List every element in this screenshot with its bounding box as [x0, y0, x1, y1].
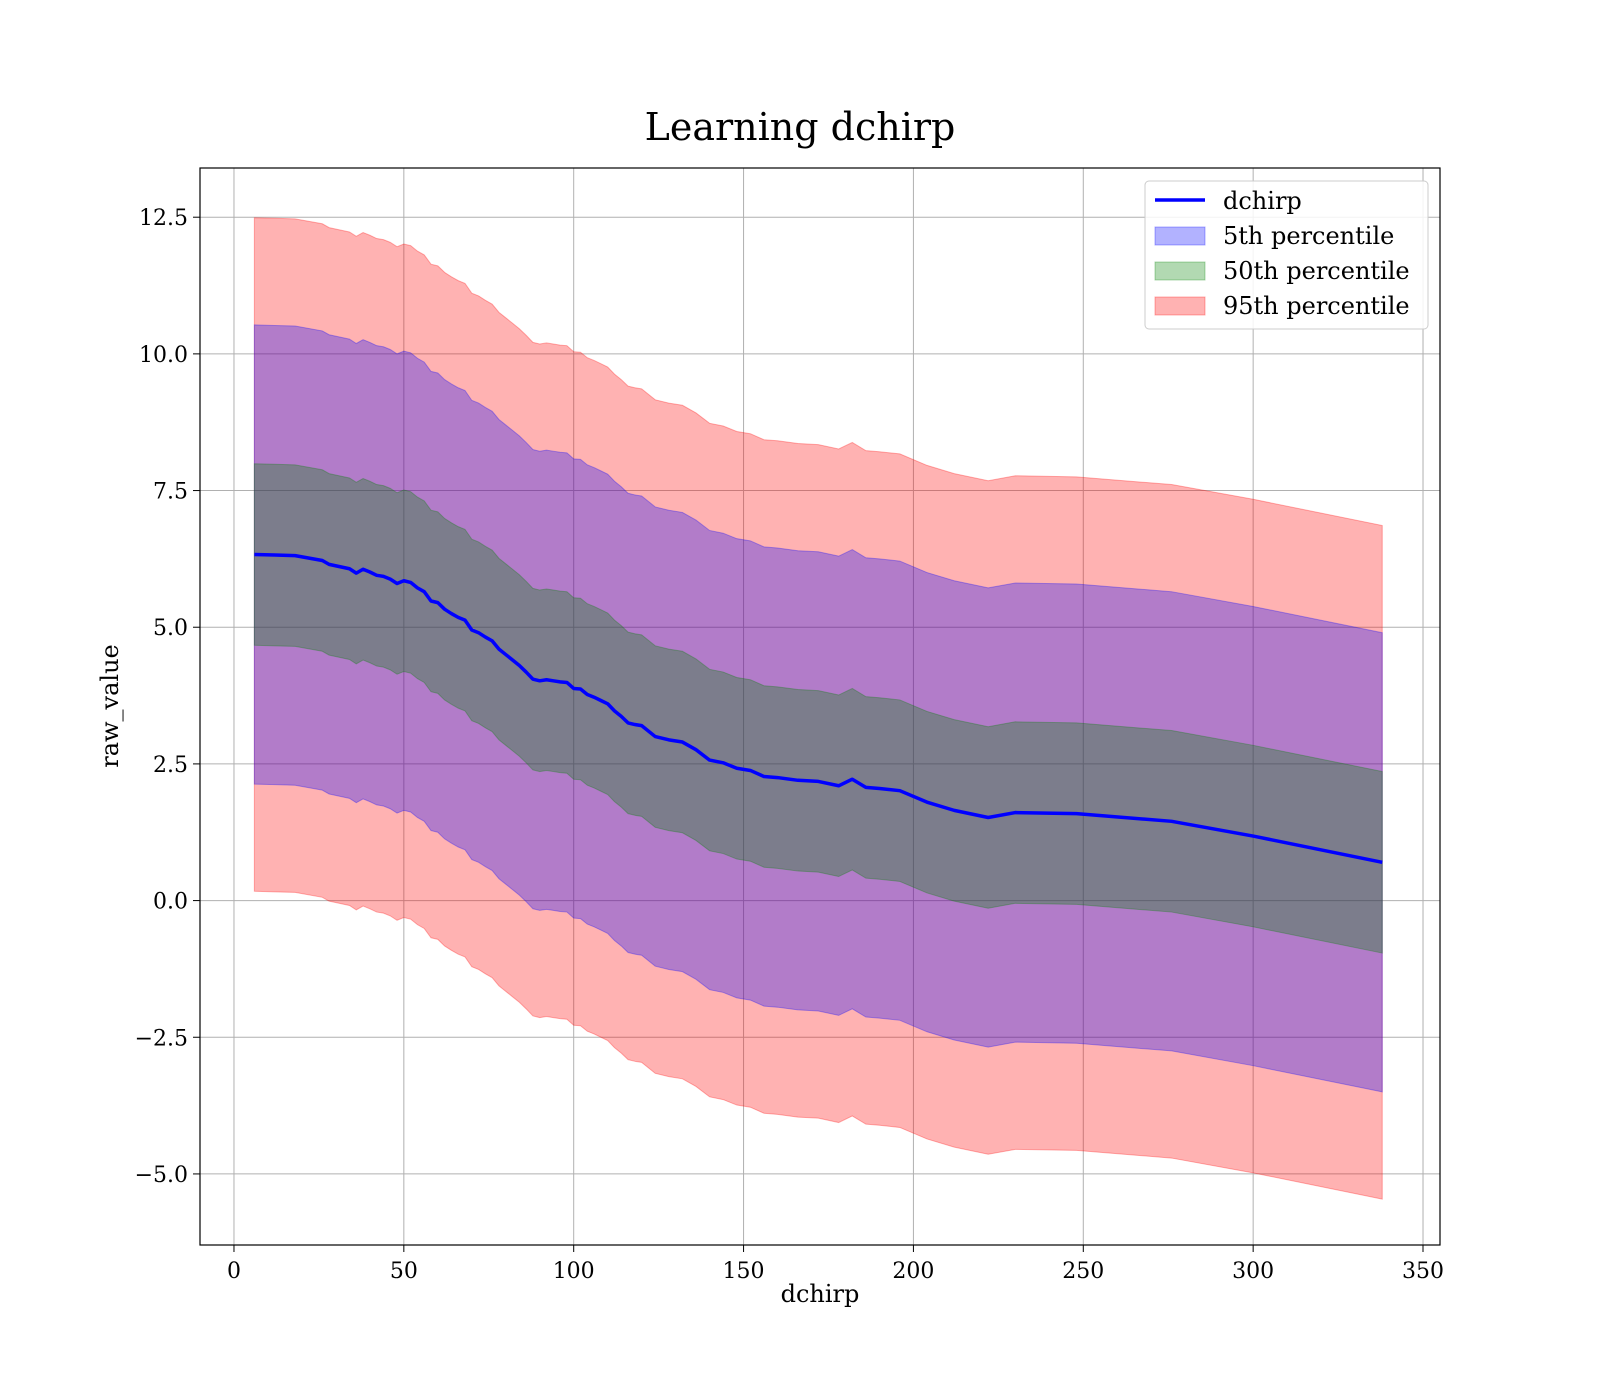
x-tick-label: 250	[1062, 1259, 1104, 1284]
series-lines	[254, 552, 1383, 865]
x-tick-label: 0	[227, 1259, 241, 1284]
y-tick-label: 2.5	[153, 753, 188, 778]
legend-label-5th: 5th percentile	[1223, 222, 1394, 250]
legend-swatch-5th	[1154, 226, 1206, 246]
chart-title: Learning dchirp	[645, 105, 956, 149]
legend-label-95th: 95th percentile	[1223, 292, 1410, 320]
x-tick-label: 50	[390, 1259, 418, 1284]
band-95th-percentile	[253, 217, 1383, 1200]
x-axis-label: dchirp	[781, 1280, 860, 1308]
y-tick-label: −5.0	[135, 1163, 188, 1188]
band-5th-percentile	[253, 324, 1383, 1093]
legend-label-dchirp: dchirp	[1223, 187, 1302, 215]
y-tick-label: −2.5	[135, 1026, 188, 1051]
y-axis-label: raw_value	[96, 644, 124, 768]
legend-box	[1144, 180, 1429, 330]
x-tick-label: 350	[1402, 1259, 1444, 1284]
legend-swatch-95th	[1154, 296, 1206, 316]
y-tick-label: 0.0	[153, 890, 188, 915]
legend-label-50th: 50th percentile	[1223, 257, 1410, 285]
percentile-bands	[253, 217, 1383, 1200]
x-tick-label: 150	[723, 1259, 765, 1284]
y-tick-label: 12.5	[139, 206, 188, 231]
band-50th-percentile	[253, 463, 1383, 954]
plot-frame	[199, 167, 1441, 1246]
legend: dchirp 5th percentile 50th percentile 95…	[1144, 180, 1429, 330]
x-tick-label: 300	[1232, 1259, 1274, 1284]
x-tick-label: 200	[892, 1259, 934, 1284]
y-tick-label: 7.5	[153, 480, 188, 505]
legend-swatch-50th	[1154, 261, 1206, 281]
x-tick-label: 100	[553, 1259, 595, 1284]
series-line-dchirp	[254, 552, 1383, 865]
axis-ticks: 0 50 100 150 200 250 300 350 −5.0 −2.5 0.0 2.5 5.0 7.…	[135, 206, 1444, 1284]
y-tick-label: 5.0	[153, 616, 188, 641]
grid	[200, 168, 1440, 1245]
y-tick-label: 10.0	[139, 343, 188, 368]
